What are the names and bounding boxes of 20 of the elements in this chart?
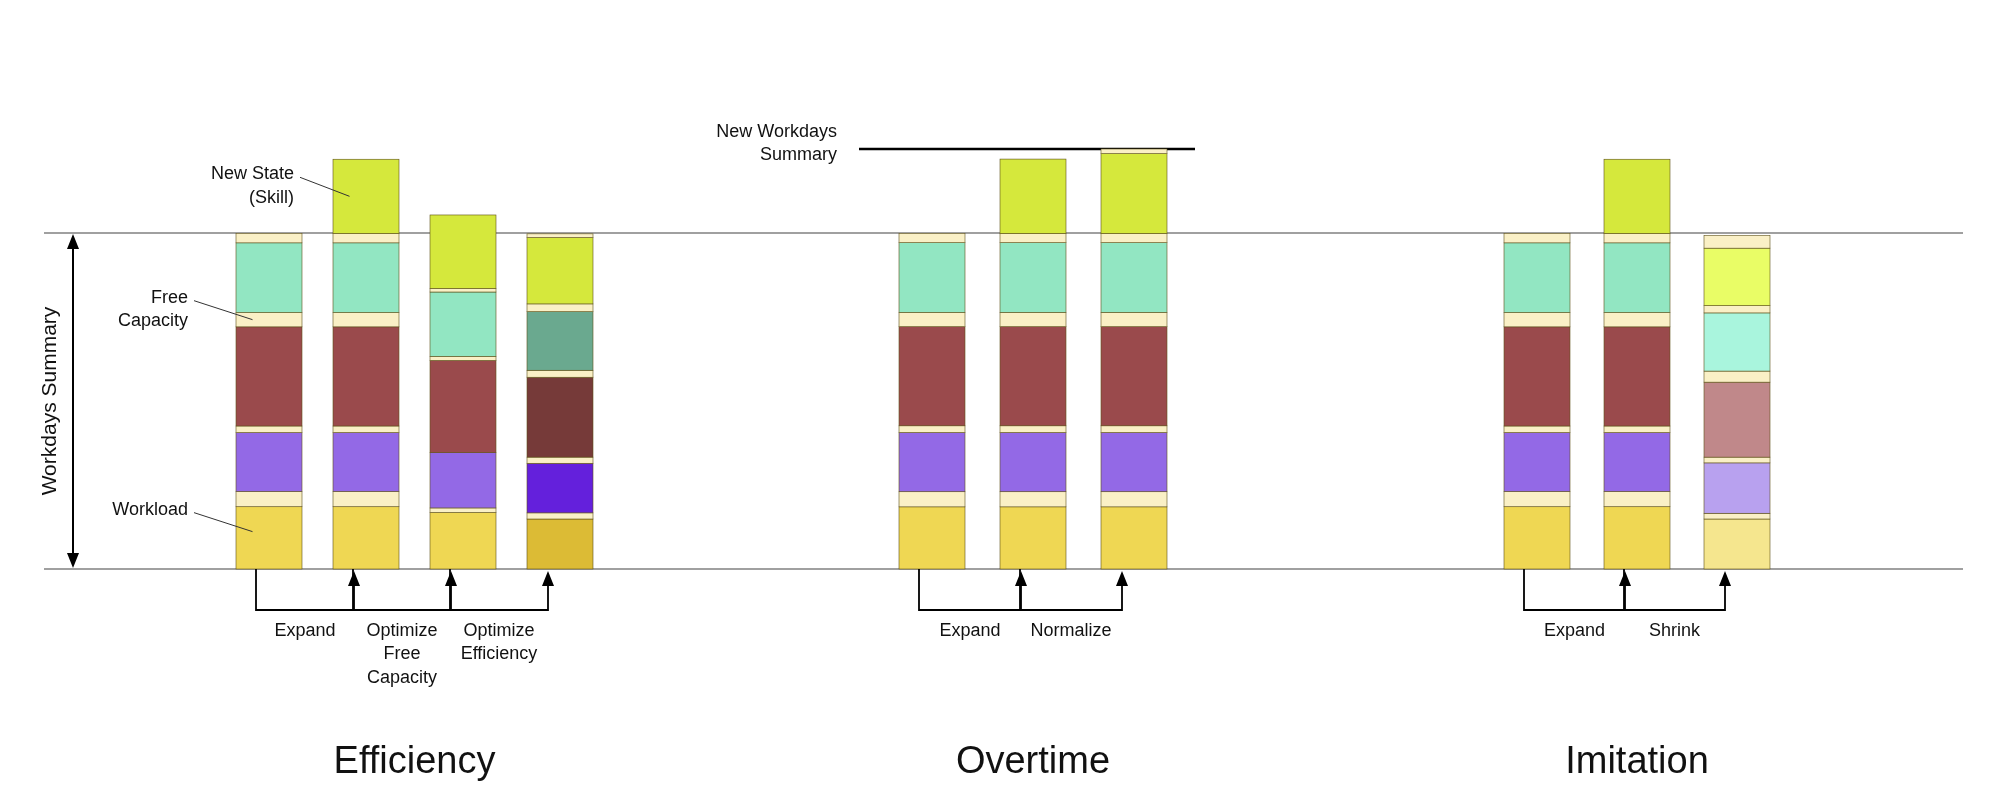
ref-line-label: New Workdays Summary: [716, 121, 837, 165]
text: Shrink: [1648, 620, 1701, 640]
annotation: New State (Skill): [210, 163, 294, 207]
bar: [429, 512, 497, 570]
text: Overtime: [955, 739, 1111, 781]
bar: [429, 291, 497, 357]
text: Imitation: [1565, 739, 1709, 781]
y-axis-title: Workdays Summary: [37, 306, 60, 496]
text: Optimize Free Capacity: [366, 620, 438, 687]
text: Free Capacity: [117, 286, 188, 331]
text: Normalize: [1030, 620, 1112, 640]
bar: [429, 214, 497, 289]
text: Expand: [1543, 620, 1606, 640]
text: Efficiency: [333, 739, 496, 781]
text: Workload: [112, 498, 188, 519]
text: Optimize Efficiency: [460, 620, 538, 664]
bar: [526, 518, 594, 570]
bar: [1703, 518, 1771, 570]
text: Expand: [274, 620, 336, 640]
text: Expand: [939, 620, 1001, 640]
